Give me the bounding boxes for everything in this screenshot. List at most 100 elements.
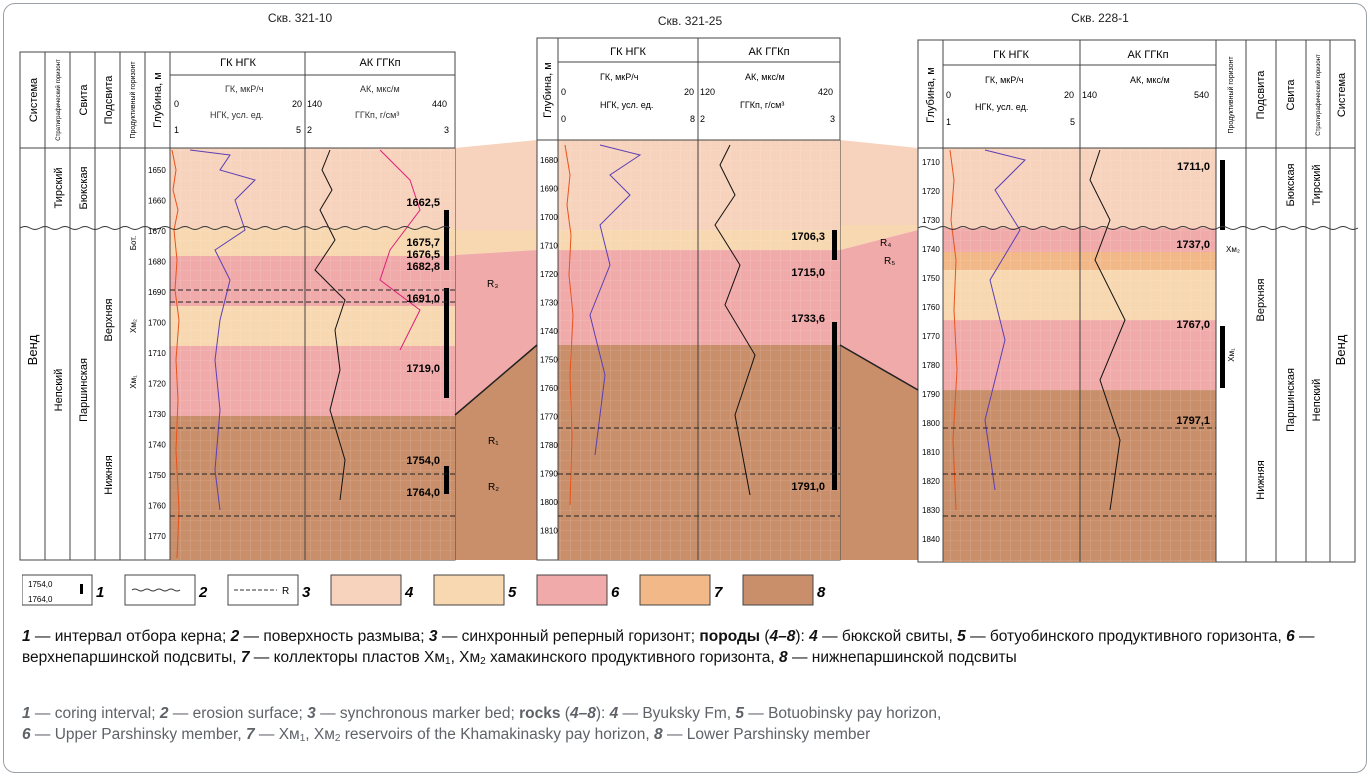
nepsky-1: Непский [53, 369, 65, 412]
w2-ngk-label: НГК, усл. ед. [600, 100, 653, 110]
depth-tick-label: 1710 [148, 349, 166, 358]
core-depth-label: 1764,0 [406, 487, 440, 499]
depth-tick-label: 1770 [922, 332, 940, 341]
core-depth-label: 1797,1 [1176, 415, 1210, 427]
w1-col-depth: Глубина, м [152, 72, 164, 128]
w3-ak-min: 140 [1082, 90, 1097, 100]
depth-tick-label: 1830 [922, 506, 940, 515]
core-depth-label: 1662,5 [406, 197, 440, 209]
hm1-3: Хм₁ [1227, 348, 1236, 362]
marker-r1: R₁ [488, 436, 499, 447]
w3-ngk-min: 1 [946, 117, 951, 127]
w1-col-sistema: Система [28, 77, 40, 122]
core-depth-label: 1754,0 [406, 455, 440, 467]
depth-tick-label: 1700 [540, 213, 558, 222]
w1-gk-ngk-header: ГК НГК [220, 57, 256, 69]
hm2-1: Хм₂ [129, 319, 138, 333]
core-depth-label: 1791,0 [791, 481, 825, 493]
core-depth-label: 1675,7 [406, 237, 440, 249]
corr-byuk-1 [455, 140, 537, 230]
bot-1: Бот. [129, 236, 138, 251]
marker-beds [170, 289, 1216, 517]
depth-tick-label: 1730 [540, 299, 558, 308]
core-depth-label: 1682,8 [406, 261, 440, 273]
depth-tick-label: 1770 [148, 532, 166, 541]
w2-col-depth: Глубина, м [542, 62, 554, 118]
depth-tick-label: 1800 [922, 419, 940, 428]
depth-tick-label: 1720 [540, 270, 558, 279]
depth-tick-label: 1810 [540, 527, 558, 536]
depth-tick-label: 1690 [148, 288, 166, 297]
core-depth-label: 1691,0 [406, 293, 440, 305]
w1-ngk-min: 1 [174, 125, 179, 135]
w1-gk-label: ГК, мкР/ч [225, 84, 264, 94]
caption-ru: 1 — интервал отбора керна; 2 — поверхнос… [22, 628, 1315, 667]
w2-ggk-min: 2 [700, 114, 705, 124]
depth-tick-label: 1730 [922, 216, 940, 225]
w2-gk-label: ГК, мкР/ч [600, 72, 639, 82]
depth-tick-label: 1780 [922, 361, 940, 370]
w2-gk-max: 20 [684, 87, 694, 97]
w1-ak-max: 440 [432, 99, 447, 109]
w1-ggk-max: 3 [444, 125, 449, 135]
nizh-1: Нижняя [103, 455, 115, 494]
w2-ngk-min: 0 [561, 114, 566, 124]
nizh-3: Нижняя [1255, 460, 1267, 499]
depth-tick-label: 1820 [922, 477, 940, 486]
w2-gk-ngk-header: ГК НГК [610, 46, 646, 58]
depth-tick-label: 1700 [148, 319, 166, 328]
w3-ngk-label: НГК, усл. ед. [975, 102, 1028, 112]
well-1-title: Скв. 321-10 [268, 11, 333, 25]
depth-tick-label: 1690 [540, 185, 558, 194]
legend-num-2: 2 [198, 584, 208, 601]
corr-bot-2 [840, 225, 918, 250]
core-depth-label: 1676,5 [406, 249, 440, 261]
depth-tick-label: 1660 [148, 197, 166, 206]
marker-r2: R₂ [488, 482, 499, 493]
marker-r4: R₄ [880, 238, 891, 249]
w1-ngk-label: НГК, усл. ед. [210, 110, 263, 120]
corr-byuk-2 [840, 140, 918, 225]
nepsky-3: Непский [1311, 379, 1323, 422]
w3-gk-min: 0 [946, 90, 951, 100]
well-321-25 [536, 37, 841, 561]
correlation-fills [455, 140, 918, 560]
w2-ak-max: 420 [818, 87, 833, 97]
erosion-surface-3 [917, 226, 1359, 230]
depth-tick-label: 1730 [148, 410, 166, 419]
tirsky-1: Тирский [53, 167, 65, 208]
w1-col-strat: Стратиграфический горизонт [55, 59, 62, 141]
w3-col-sistema: Система [1336, 72, 1348, 117]
depth-tick-label: 1790 [922, 390, 940, 399]
depth-tick-label: 1740 [148, 441, 166, 450]
w2-ak-label: АК, мкс/м [745, 72, 785, 82]
w2-ngk-max: 8 [690, 114, 695, 124]
depth-tick-label: 1810 [922, 448, 940, 457]
legend: 1754,0 1764,0 1 2 R 3 4 5 6 7 8 [22, 574, 826, 606]
w3-gk-max: 20 [1064, 90, 1074, 100]
depth-tick-label: 1760 [148, 502, 166, 511]
w1-ak-label: АК, мкс/м [360, 84, 400, 94]
core-depth-label: 1733,6 [791, 313, 825, 325]
depth-tick-label: 1750 [922, 274, 940, 283]
byuk-1: Бюкская [78, 166, 90, 209]
corr-lower-2 [840, 345, 918, 560]
well-228-1 [917, 39, 1356, 563]
w2-ak-min: 120 [700, 87, 715, 97]
depth-tick-label: 1720 [148, 380, 166, 389]
hm2-3: Хм₂ [1226, 245, 1240, 254]
verkh-3: Верхняя [1255, 278, 1267, 321]
w1-col-podsvita: Подсвита [103, 75, 115, 125]
w1-ggk-label: ГГКп, г/см³ [355, 110, 399, 120]
depth-tick-label: 1710 [922, 158, 940, 167]
w1-gk-max: 20 [292, 99, 302, 109]
corr-bot-1 [455, 230, 537, 255]
w1-col-prod: Продуктивный горизонт [129, 61, 137, 139]
core-depth-label: 1706,3 [791, 231, 825, 243]
hm1-1: Хм₁ [129, 375, 138, 389]
depth-tick-label: 1720 [922, 187, 940, 196]
depth-tick-label: 1780 [540, 441, 558, 450]
w1-ngk-max: 5 [296, 125, 301, 135]
w3-ak-max: 540 [1194, 90, 1209, 100]
corr-upper-2 [840, 230, 918, 390]
